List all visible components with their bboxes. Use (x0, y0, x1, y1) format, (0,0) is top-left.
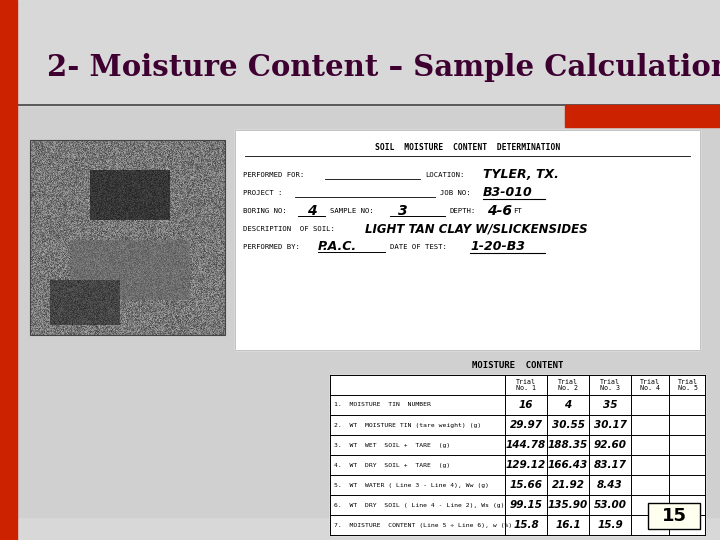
Text: 15.8: 15.8 (513, 520, 539, 530)
Text: 15: 15 (662, 507, 686, 525)
Text: 135.90: 135.90 (548, 500, 588, 510)
Text: 6.  WT  DRY  SOIL ( Line 4 - Line 2), Ws (g): 6. WT DRY SOIL ( Line 4 - Line 2), Ws (g… (334, 503, 505, 508)
Text: 29.97: 29.97 (510, 420, 542, 430)
Text: Trial
No. 3: Trial No. 3 (600, 379, 620, 392)
Text: LOCATION:: LOCATION: (425, 172, 464, 178)
Text: 30.17: 30.17 (593, 420, 626, 430)
Text: 2- Moisture Content – Sample Calculation: 2- Moisture Content – Sample Calculation (47, 53, 720, 83)
Bar (17, 107, 720, 517)
Text: 8.43: 8.43 (597, 480, 623, 490)
Text: 15.9: 15.9 (597, 520, 623, 530)
Bar (565, 105, 720, 127)
Text: 166.43: 166.43 (548, 460, 588, 470)
Text: SOIL  MOISTURE  CONTENT  DETERMINATION: SOIL MOISTURE CONTENT DETERMINATION (375, 144, 560, 152)
Text: 53.00: 53.00 (593, 500, 626, 510)
Text: 7.  MOISTURE  CONTENT (Line 5 ÷ Line 6), w (%): 7. MOISTURE CONTENT (Line 5 ÷ Line 6), w… (334, 523, 512, 528)
Text: PERFORMED FOR:: PERFORMED FOR: (243, 172, 305, 178)
Text: 21.92: 21.92 (552, 480, 585, 490)
Text: 5.  WT  WATER ( Line 3 - Line 4), Ww (g): 5. WT WATER ( Line 3 - Line 4), Ww (g) (334, 483, 489, 488)
Text: PERFORMED BY:: PERFORMED BY: (243, 244, 300, 250)
Text: 1.  MOISTURE  TIN  NUMBER: 1. MOISTURE TIN NUMBER (334, 402, 431, 408)
Text: TYLER, TX.: TYLER, TX. (483, 168, 559, 181)
Text: MOISTURE  CONTENT: MOISTURE CONTENT (472, 361, 563, 369)
Text: BORING NO:: BORING NO: (243, 208, 287, 214)
Text: JOB NO:: JOB NO: (440, 190, 471, 196)
Text: Trial
No. 4: Trial No. 4 (640, 379, 660, 392)
Bar (330, 375, 705, 535)
Text: 2.  WT  MOISTURE TIN (tare weight) (g): 2. WT MOISTURE TIN (tare weight) (g) (334, 422, 481, 428)
Bar (0, 0, 17, 540)
Text: Trial
No. 1: Trial No. 1 (516, 379, 536, 392)
Text: B3-010: B3-010 (483, 186, 533, 199)
Text: 30.55: 30.55 (552, 420, 585, 430)
Text: 83.17: 83.17 (593, 460, 626, 470)
Text: SAMPLE NO:: SAMPLE NO: (330, 208, 374, 214)
Text: 35: 35 (603, 400, 617, 410)
Text: DESCRIPTION  OF SOIL:: DESCRIPTION OF SOIL: (243, 226, 335, 232)
Text: DATE OF TEST:: DATE OF TEST: (390, 244, 447, 250)
Bar (235, 130, 700, 350)
Text: LIGHT TAN CLAY W/SLICKENSIDES: LIGHT TAN CLAY W/SLICKENSIDES (365, 222, 588, 235)
Text: 3.  WT  WET  SOIL +  TARE  (g): 3. WT WET SOIL + TARE (g) (334, 442, 450, 448)
Text: Trial
No. 5: Trial No. 5 (678, 379, 698, 392)
Bar (30, 140, 225, 335)
Text: DEPTH:: DEPTH: (449, 208, 475, 214)
Text: 4: 4 (564, 400, 572, 410)
Bar (235, 130, 700, 350)
Text: P.A.C.: P.A.C. (318, 240, 357, 253)
Text: 16: 16 (518, 400, 534, 410)
Text: 16.1: 16.1 (555, 520, 581, 530)
Text: 4.  WT  DRY  SOIL +  TARE  (g): 4. WT DRY SOIL + TARE (g) (334, 462, 450, 468)
Text: FT: FT (513, 208, 522, 214)
Text: 188.35: 188.35 (548, 440, 588, 450)
Text: 129.12: 129.12 (506, 460, 546, 470)
Text: PROJECT :: PROJECT : (243, 190, 282, 196)
FancyBboxPatch shape (648, 503, 700, 529)
Text: 144.78: 144.78 (506, 440, 546, 450)
Text: 15.66: 15.66 (510, 480, 542, 490)
Text: Trial
No. 2: Trial No. 2 (558, 379, 578, 392)
Text: 3: 3 (398, 204, 408, 218)
Text: 4: 4 (307, 204, 317, 218)
Text: 92.60: 92.60 (593, 440, 626, 450)
Text: 1-20-B3: 1-20-B3 (470, 240, 525, 253)
Text: 4-6: 4-6 (487, 204, 512, 218)
Text: 99.15: 99.15 (510, 500, 542, 510)
